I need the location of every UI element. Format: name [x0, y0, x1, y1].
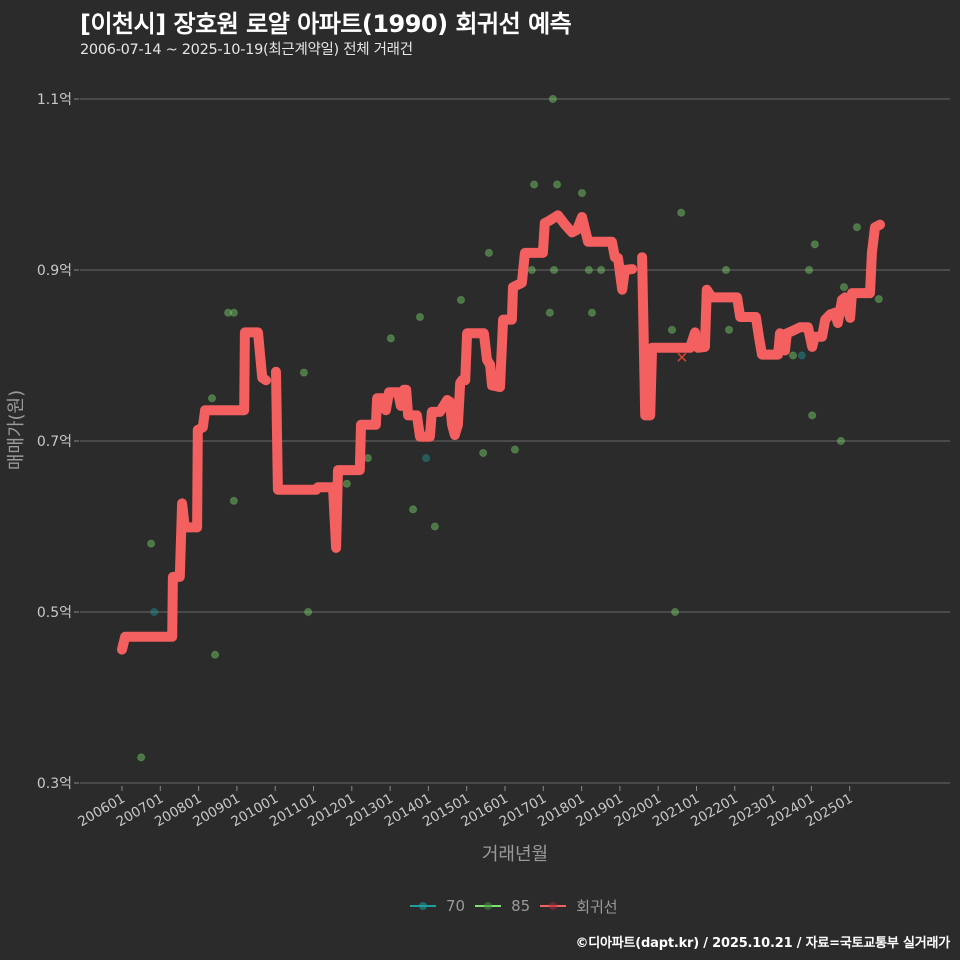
chart-title: [이천시] 장호원 로얄 아파트(1990) 회귀선 예측	[80, 10, 572, 38]
legend-item-85[interactable]: 85	[475, 895, 530, 917]
x-axis-title: 거래년월	[482, 844, 548, 865]
data-point-85	[342, 479, 351, 488]
y-axis-title: 매매가(원)	[6, 390, 27, 470]
regression-line	[117, 210, 885, 655]
data-point-85	[530, 180, 539, 189]
data-point-85	[210, 650, 220, 659]
y-tick-label: 0.5억	[37, 605, 72, 621]
data-point-85	[456, 295, 466, 305]
data-point-85	[788, 351, 798, 360]
legend-item-regression[interactable]: 회귀선	[540, 895, 618, 917]
data-point-85	[363, 454, 372, 463]
data-point-85	[299, 368, 309, 377]
y-tick-label: 1.1억	[37, 92, 72, 108]
legend-key-70-icon	[410, 895, 436, 917]
x-marker-stroke	[677, 352, 687, 362]
scatter-points	[137, 94, 883, 762]
data-point-85	[229, 496, 238, 505]
regression-line-segment	[271, 210, 638, 553]
source-credit: ©디아파트(dapt.kr) / 2025.10.21 / 자료=국토교통부 실…	[575, 936, 950, 951]
data-point-85	[415, 312, 425, 322]
regression-line-segment	[117, 327, 271, 655]
y-tick-label: 0.3억	[37, 776, 72, 792]
grid-lines	[80, 98, 950, 784]
regression-line-segment	[637, 219, 885, 421]
legend-key-regression-icon	[540, 895, 567, 917]
data-point-85	[724, 325, 734, 334]
data-point-70	[422, 454, 431, 463]
legend-label-85: 85	[511, 897, 531, 915]
data-point-85	[552, 180, 562, 189]
data-point-85	[852, 223, 862, 232]
data-point-85	[808, 411, 817, 420]
data-point-85	[667, 325, 677, 334]
data-point-85	[810, 240, 819, 249]
legend-item-70[interactable]: 70	[410, 895, 465, 917]
data-point-85	[484, 248, 494, 257]
legend-key-85-icon	[475, 895, 502, 917]
data-point-85	[510, 445, 520, 454]
chart-subtitle: 2006-07-14 ~ 2025-10-19(최근계약일) 전체 거래건	[80, 42, 413, 58]
legend-dot	[484, 902, 493, 910]
legend-label-regression: 회귀선	[576, 897, 618, 916]
data-point-85	[207, 394, 217, 403]
data-point-85	[587, 308, 597, 317]
data-point-85	[584, 265, 593, 275]
data-point-85	[304, 607, 313, 617]
y-tick-label: 0.9억	[37, 263, 72, 279]
data-point-85	[721, 265, 731, 275]
legend-dot	[549, 902, 558, 910]
data-point-85	[479, 448, 488, 458]
data-point-85	[147, 539, 156, 548]
data-point-85	[223, 308, 233, 317]
data-point-70	[150, 607, 159, 617]
x-axis: 2006012007012008012009012010012011012012…	[75, 786, 856, 830]
data-point-70	[797, 351, 806, 360]
x-marker-icon	[677, 352, 687, 362]
data-point-85	[577, 188, 587, 198]
legend-label-70: 70	[446, 897, 466, 915]
data-point-85	[229, 308, 238, 317]
data-point-85	[836, 436, 845, 446]
annotations	[677, 352, 687, 362]
data-point-85	[548, 94, 557, 104]
y-axis: 1.1억 0.9억 0.7억 0.5억 0.3억	[37, 92, 79, 792]
legend: 70 85 회귀선	[410, 895, 618, 917]
legend-dot	[419, 902, 427, 910]
data-point-85	[430, 522, 440, 531]
data-point-85	[839, 283, 849, 292]
data-point-85	[527, 265, 536, 275]
data-point-85	[549, 265, 559, 275]
data-point-85	[805, 265, 814, 275]
data-point-85	[386, 334, 395, 343]
data-point-85	[597, 265, 606, 275]
data-point-85	[137, 753, 146, 762]
data-point-85	[677, 208, 686, 217]
y-tick-label: 0.7억	[37, 434, 72, 450]
data-point-85	[670, 607, 680, 617]
data-point-85	[545, 308, 554, 317]
data-point-85	[408, 505, 418, 514]
data-point-85	[874, 294, 883, 304]
